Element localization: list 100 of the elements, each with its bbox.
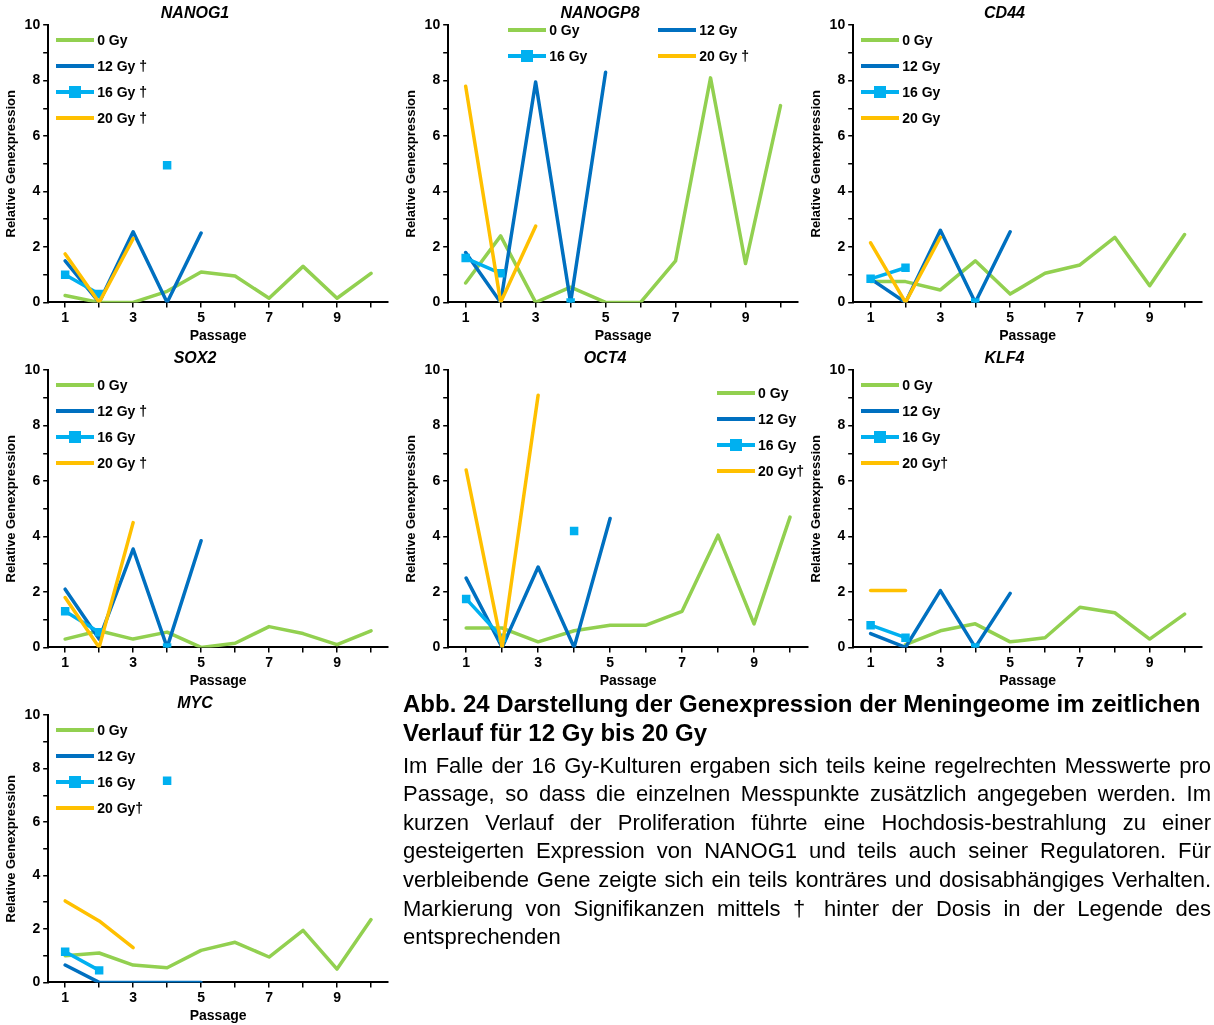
x-tick-label: 3 — [129, 653, 138, 670]
y-tick-label: 4 — [32, 527, 41, 544]
y-axis-title: Relative Genexpression — [403, 435, 419, 583]
y-tick-label: 10 — [24, 706, 41, 723]
y-tick-label: 4 — [432, 527, 441, 544]
y-tick-label: 6 — [837, 471, 846, 488]
chart-title: MYC — [177, 694, 214, 712]
legend-label: 20 Gy † — [699, 48, 749, 65]
y-tick-label: 0 — [432, 638, 441, 655]
y-tick-label: 8 — [32, 71, 41, 88]
y-tick-label: 6 — [32, 471, 41, 488]
y-tick-label: 6 — [432, 471, 441, 488]
y-axis-title: Relative Genexpression — [3, 775, 19, 923]
chart-title: KLF4 — [984, 349, 1025, 367]
x-axis-title: Passage — [594, 327, 652, 344]
y-axis-title: Relative Genexpression — [808, 435, 824, 583]
legend-label: 12 Gy — [902, 403, 941, 420]
legend-label: 20 Gy† — [97, 800, 144, 817]
y-tick-label: 10 — [829, 361, 846, 378]
legend-label: 0 Gy — [549, 22, 580, 39]
x-tick-label: 7 — [678, 653, 687, 670]
x-tick-label: 1 — [61, 988, 70, 1005]
x-tick-label: 5 — [606, 653, 615, 670]
x-tick-label: 3 — [534, 653, 543, 670]
legend-label: 16 Gy — [97, 774, 136, 791]
x-tick-label: 5 — [1006, 308, 1015, 325]
y-axis-title: Relative Genexpression — [808, 90, 824, 238]
y-axis-title: Relative Genexpression — [403, 90, 419, 238]
legend-label: 16 Gy — [97, 429, 136, 446]
x-tick-label: 9 — [1145, 308, 1154, 325]
y-tick-label: 0 — [837, 638, 846, 655]
legend-label: 16 Gy — [902, 84, 941, 101]
x-tick-label: 7 — [1076, 653, 1085, 670]
y-tick-label: 2 — [432, 582, 441, 599]
y-tick-label: 2 — [837, 237, 846, 254]
x-tick-label: 5 — [1006, 653, 1015, 670]
chart-title: CD44 — [984, 4, 1026, 22]
text: Im Falle der 16 Gy-Kulturen ergaben sich teils keine regelrechten Messwerte pro Passage, so dass die einzelnen Messpunkte zusätzlich angegeben werden. Im kurzen Verlauf der Proliferation führte eine Hochdosis-bestrahlung zu einer gesteigerten Expression von NANOG1 und teils auch seiner Regulatoren. Für verbleibende Gene zeigte sich ein teils konträres und dosisabhängiges Verhalten. Markierung von Signifikanzen mittels † hinter der Dosis in der Legende des entsprechenden — [403, 751, 1211, 952]
legend-label: 0 Gy — [902, 32, 933, 49]
x-tick-label: 7 — [265, 653, 274, 670]
legend-label: 16 Gy † — [97, 84, 147, 101]
y-tick-label: 2 — [32, 582, 41, 599]
x-tick-label: 7 — [265, 988, 274, 1005]
x-tick-label: 3 — [531, 308, 540, 325]
x-axis-title: Passage — [999, 672, 1057, 689]
x-tick-label: 1 — [866, 308, 875, 325]
x-tick-label: 9 — [750, 653, 759, 670]
y-axis-title: Relative Genexpression — [3, 435, 19, 583]
legend-label: 20 Gy — [902, 110, 941, 127]
y-axis-title: Relative Genexpression — [3, 90, 19, 238]
x-tick-label: 3 — [129, 988, 138, 1005]
y-tick-label: 8 — [432, 416, 441, 433]
x-tick-label: 7 — [265, 308, 274, 325]
y-tick-label: 6 — [837, 126, 846, 143]
y-tick-label: 8 — [837, 416, 846, 433]
legend-label: 0 Gy — [758, 385, 789, 402]
legend-label: 12 Gy — [699, 22, 738, 39]
y-tick-label: 10 — [24, 16, 41, 33]
x-tick-label: 9 — [333, 988, 342, 1005]
legend-label: 16 Gy — [549, 48, 588, 65]
y-tick-label: 4 — [432, 182, 441, 199]
legend-label: 20 Gy † — [97, 455, 147, 472]
y-tick-label: 2 — [837, 582, 846, 599]
x-tick-label: 9 — [1145, 653, 1154, 670]
legend-label: 0 Gy — [97, 32, 128, 49]
y-tick-label: 0 — [32, 293, 41, 310]
y-tick-label: 6 — [32, 126, 41, 143]
legend-label: 0 Gy — [97, 377, 128, 394]
legend-label: 20 Gy† — [758, 463, 804, 480]
legend-label: 16 Gy — [758, 437, 797, 454]
y-tick-label: 2 — [32, 237, 41, 254]
y-tick-label: 4 — [837, 527, 846, 544]
chart-title: NANOG1 — [160, 4, 230, 22]
x-tick-label: 1 — [461, 308, 470, 325]
y-tick-label: 8 — [432, 71, 441, 88]
point — [60, 270, 70, 279]
x-tick-label: 5 — [197, 308, 206, 325]
y-tick-label: 8 — [837, 71, 846, 88]
legend-label: 16 Gy — [902, 429, 941, 446]
point — [94, 966, 104, 975]
x-tick-label: 1 — [61, 308, 70, 325]
y-tick-label: 2 — [432, 237, 441, 254]
x-tick-label: 1 — [462, 653, 471, 670]
y-tick-label: 10 — [24, 361, 41, 378]
legend-label: 12 Gy — [758, 411, 797, 428]
y-tick-label: 8 — [32, 416, 41, 433]
y-tick-label: 0 — [32, 973, 41, 990]
chart-title: NANOGP8 — [560, 4, 640, 22]
x-axis-title: Passage — [599, 672, 657, 689]
chart-title: SOX2 — [173, 349, 217, 367]
legend-label: 0 Gy — [97, 722, 128, 739]
legend-label: 20 Gy † — [97, 110, 147, 127]
x-axis-title: Passage — [999, 327, 1057, 344]
x-tick-label: 3 — [936, 653, 945, 670]
y-tick-label: 4 — [837, 182, 846, 199]
x-tick-label: 5 — [601, 308, 610, 325]
x-axis-title: Passage — [189, 1007, 247, 1024]
legend-label: 12 Gy — [902, 58, 941, 75]
legend-label: 12 Gy † — [97, 58, 147, 75]
y-tick-label: 6 — [432, 126, 441, 143]
